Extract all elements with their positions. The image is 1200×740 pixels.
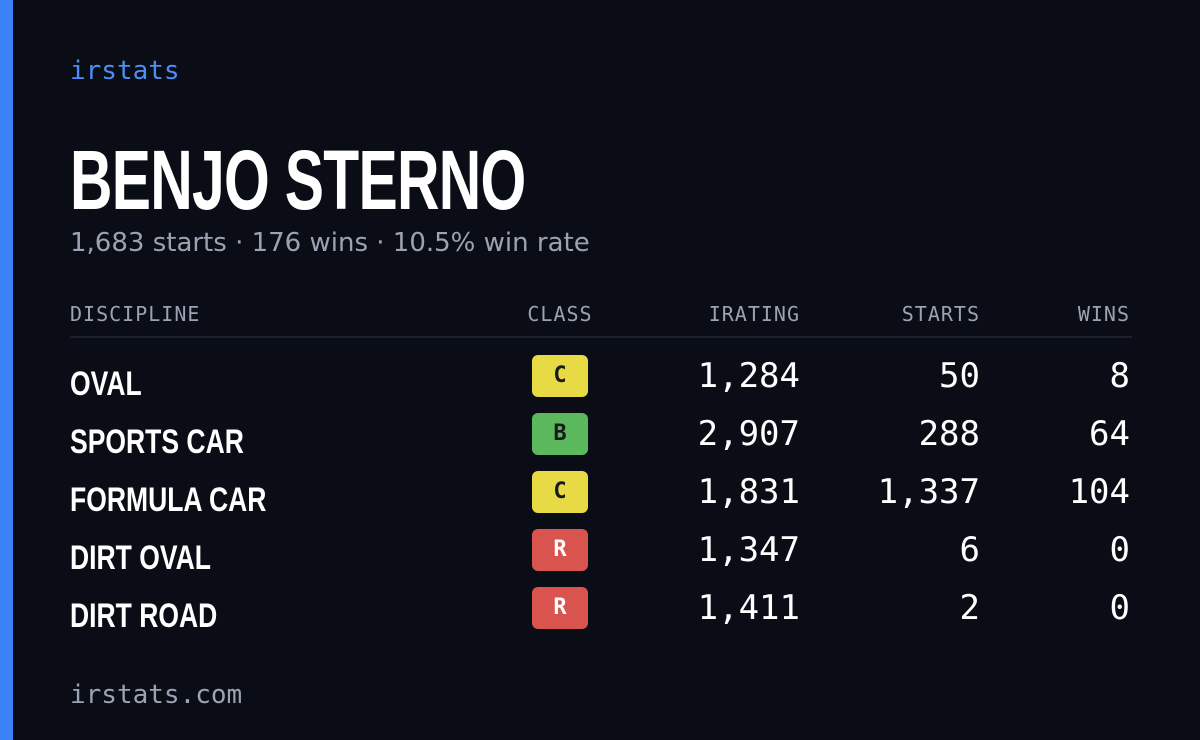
irating: 1,347 [697,530,800,570]
starts: 2 [959,588,980,628]
wins: 64 [1089,414,1130,454]
wins: 0 [1109,588,1130,628]
discipline: OVAL [70,365,142,403]
discipline: DIRT ROAD [70,597,218,635]
discipline: DIRT OVAL [70,539,211,577]
column-header: DISCIPLINE [70,302,201,326]
irating: 1,284 [697,356,800,396]
column-header: WINS [1077,302,1130,326]
class-badge: B [532,413,588,455]
irating: 1,831 [697,472,800,512]
class-badge: C [532,471,588,513]
brand: irstats [70,56,180,86]
column-header: IRATING [708,302,800,326]
wins: 0 [1109,530,1130,570]
footer: irstats.com [70,680,243,710]
driver-name: BENJO STERNO [70,133,526,227]
discipline: SPORTS CAR [70,423,244,461]
wins: 8 [1109,356,1130,396]
accent-bar [0,0,13,740]
starts: 6 [959,530,980,570]
class-badge: R [532,529,588,571]
starts: 50 [939,356,980,396]
starts: 288 [918,414,980,454]
wins: 104 [1068,472,1130,512]
discipline: FORMULA CAR [70,481,267,519]
column-header: STARTS [901,302,980,326]
driver-summary: 1,683 starts · 176 wins · 10.5% win rate [70,228,590,258]
class-badge: R [532,587,588,629]
irating: 2,907 [697,414,800,454]
irating: 1,411 [697,588,800,628]
class-badge: C [532,355,588,397]
starts: 1,337 [877,472,980,512]
header-rule [70,336,1132,338]
column-header: CLASS [527,302,593,326]
